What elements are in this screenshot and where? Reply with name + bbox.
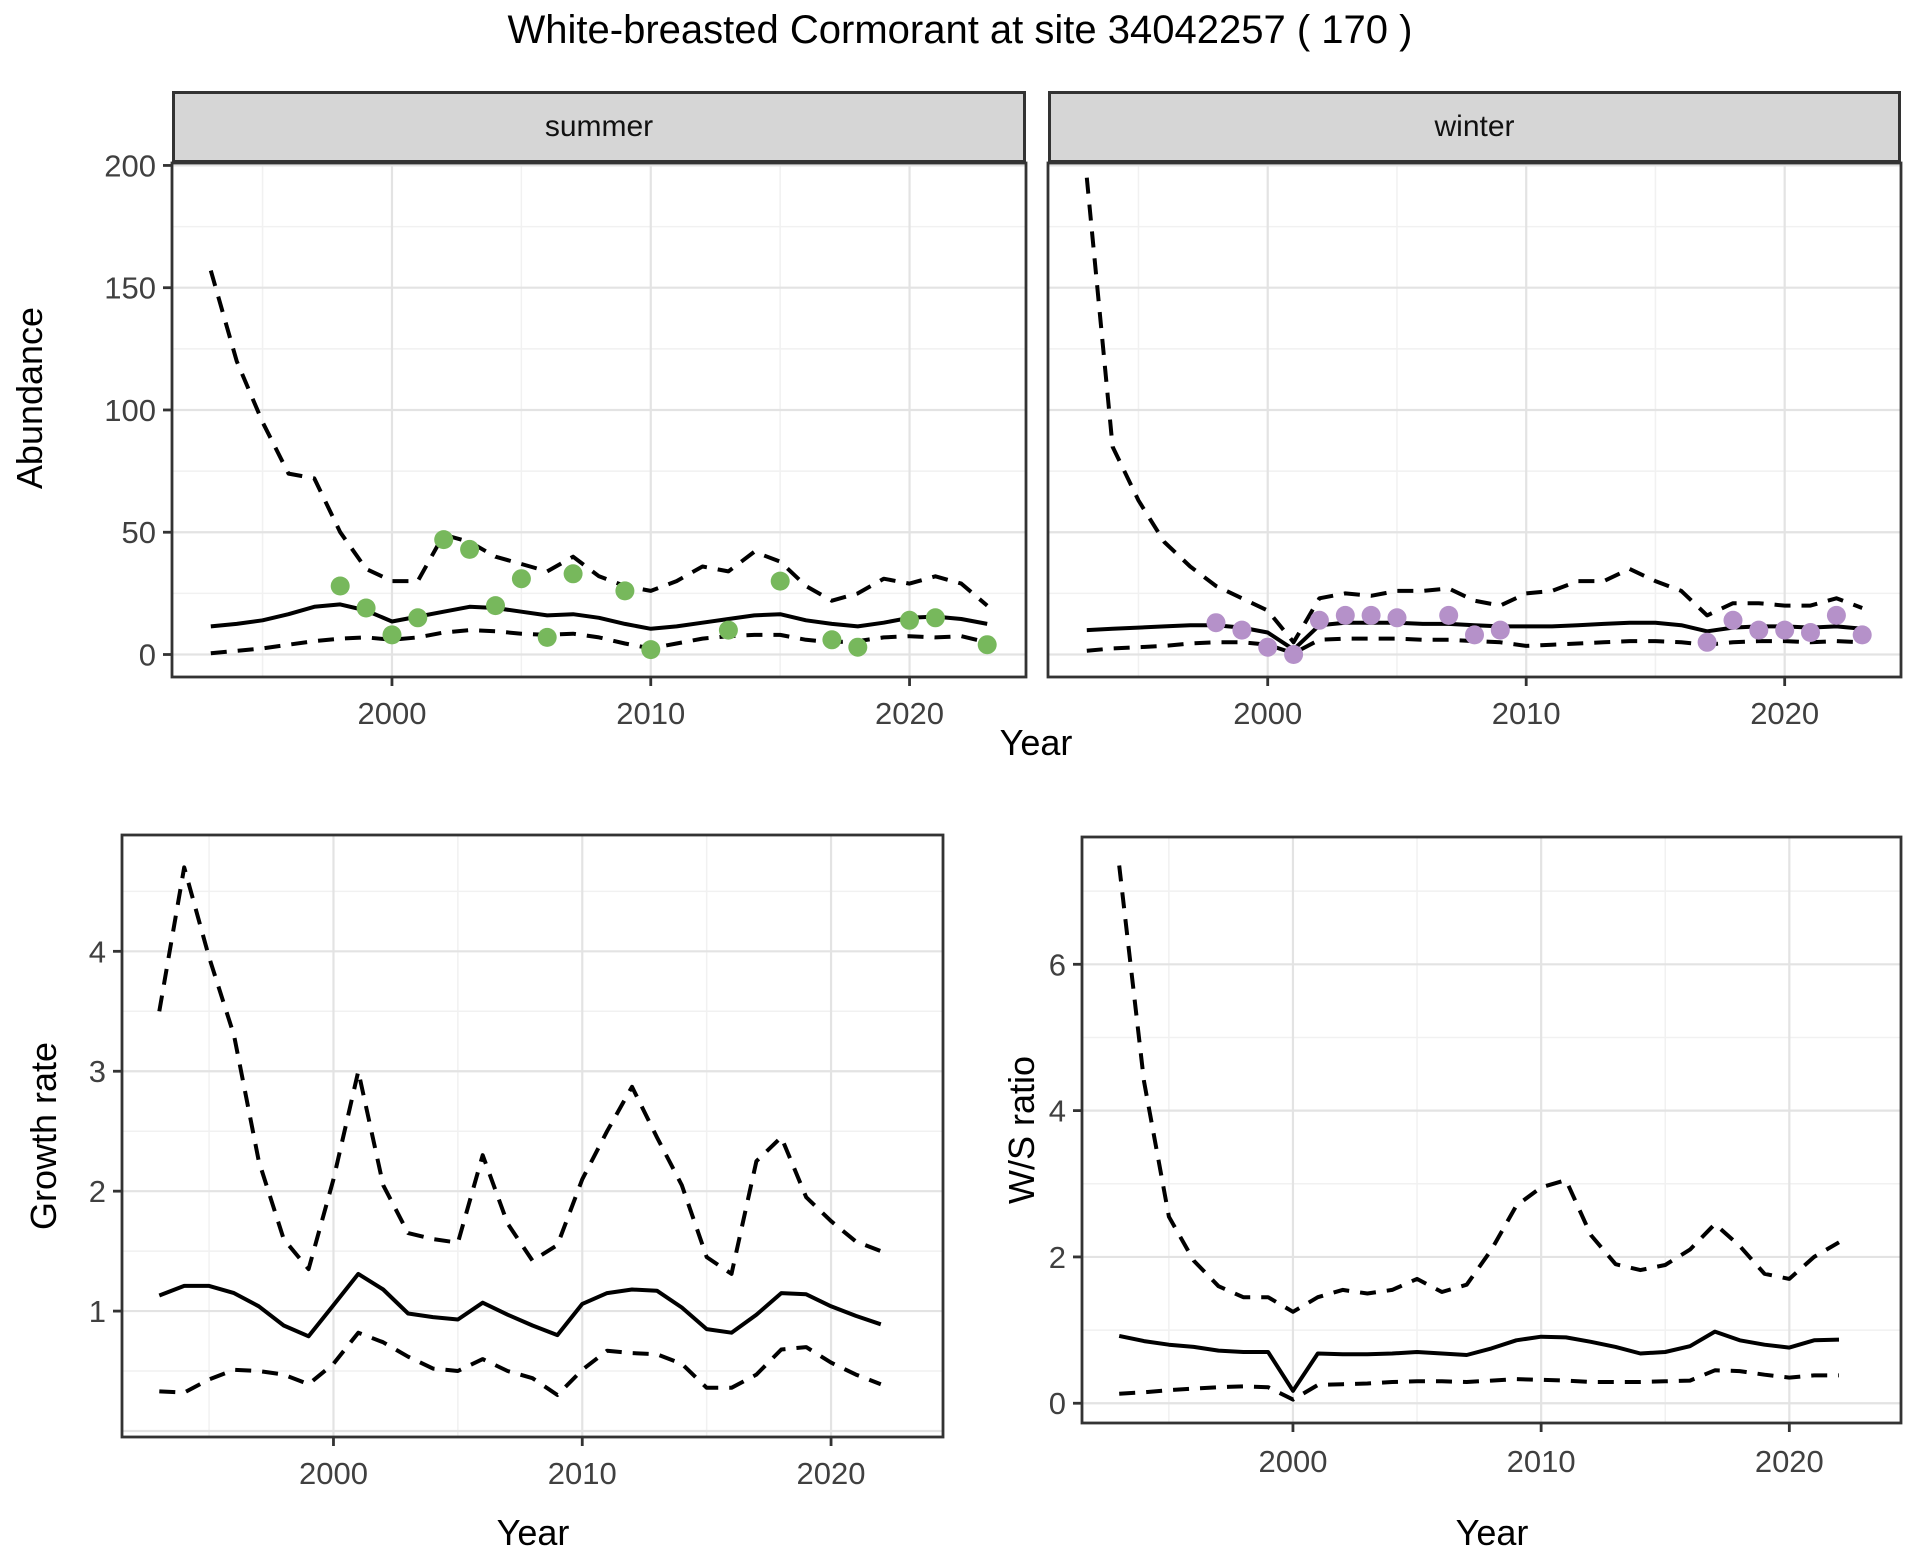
y-tick-label: 1 (89, 1294, 106, 1329)
y-axis-title-growth-rate: Growth rate (23, 1041, 64, 1231)
winter-observation-point (1361, 605, 1381, 625)
x-tick-label: 2020 (1750, 696, 1819, 731)
facet-strip-summer: summer (172, 91, 1026, 163)
winter-observation-point (1697, 632, 1717, 652)
x-tick-label: 2010 (548, 1456, 617, 1491)
winter-upper-ci-line (1084, 177, 1863, 645)
y-tick-label: 0 (1049, 1386, 1066, 1421)
winter-observation-point (1309, 610, 1329, 630)
summer-observation-point (563, 564, 583, 584)
summer-observation-point (434, 530, 454, 550)
winter-observation-point (1749, 620, 1769, 640)
y-tick-label: 4 (89, 934, 106, 969)
y-tick-label: 200 (104, 148, 156, 183)
y-tick-label: 6 (1049, 947, 1066, 982)
y-tick-label: 150 (104, 271, 156, 306)
y-tick-label: 3 (89, 1054, 106, 1089)
winter-observation-point (1335, 605, 1355, 625)
summer-panel-background (172, 163, 1026, 677)
x-axis-title-year-top: Year (999, 722, 1073, 763)
summer-observation-point (900, 610, 919, 630)
x-tick-label: 2020 (875, 696, 944, 731)
winter-observation-point (1775, 620, 1795, 640)
winter-observation-point (1723, 610, 1743, 630)
x-tick-label: 2010 (616, 696, 685, 731)
winter-observation-point (1232, 620, 1252, 640)
facet-strip-winter: winter (1048, 91, 1901, 163)
growth-panel-background (122, 835, 943, 1437)
winter-observation-point (1852, 625, 1872, 645)
winter-panel-background (1048, 163, 1901, 677)
ws-median-line (1118, 1329, 1840, 1393)
y-tick-label: 0 (139, 638, 156, 673)
winter-observation-point (1490, 620, 1510, 640)
summer-observation-point (537, 627, 557, 647)
winter-observation-point (1284, 645, 1304, 664)
x-tick-label: 2010 (1507, 1444, 1576, 1479)
winter-observation-point (1387, 608, 1407, 628)
summer-observation-point (615, 581, 635, 601)
summer-observation-point (641, 640, 661, 660)
x-tick-label: 2000 (299, 1456, 368, 1491)
plot-title: White-breasted Cormorant at site 3404225… (507, 8, 1413, 52)
x-tick-label: 2000 (1258, 1444, 1327, 1479)
facet-label-summer: summer (544, 110, 654, 143)
winter-observation-point (1826, 605, 1846, 625)
x-tick-label: 2000 (1233, 696, 1302, 731)
summer-observation-point (330, 576, 350, 596)
y-tick-label: 2 (1049, 1240, 1066, 1275)
winter-observation-point (1206, 613, 1226, 633)
summer-observation-point (848, 637, 868, 657)
ws-panel-border (1080, 835, 1903, 1425)
summer-observation-point (356, 598, 376, 618)
summer-median-line (210, 602, 988, 631)
growth-lower-ci-line (159, 1330, 882, 1397)
y-axis-title-abundance: Abundance (9, 306, 50, 490)
x-tick-label: 2010 (1492, 696, 1561, 731)
x-axis-title-year-growth: Year (496, 1512, 570, 1553)
summer-observation-point (977, 635, 997, 655)
y-tick-label: 50 (122, 515, 156, 550)
winter-observation-point (1801, 623, 1820, 642)
y-tick-label: 4 (1049, 1094, 1066, 1129)
summer-observation-point (770, 571, 790, 591)
summer-observation-point (511, 569, 531, 589)
ws-lower-ci-line (1119, 1368, 1839, 1402)
winter-observation-point (1258, 637, 1278, 657)
summer-observation-point (382, 625, 402, 645)
summer-observation-point (460, 539, 480, 559)
summer-observation-point (486, 596, 505, 616)
summer-upper-ci-line (208, 270, 989, 608)
summer-observation-point (718, 620, 738, 640)
summer-panel-border (170, 161, 1028, 679)
growth-upper-ci-line (157, 865, 882, 1276)
y-tick-label: 100 (104, 393, 156, 428)
winter-observation-point (1465, 625, 1484, 645)
summer-observation-point (408, 608, 428, 628)
summer-observation-point (822, 630, 842, 650)
x-tick-label: 2020 (797, 1456, 866, 1491)
ws-panel-background (1082, 837, 1901, 1423)
winter-observation-point (1439, 605, 1459, 625)
winter-panel-border (1046, 161, 1903, 679)
facet-label-winter: winter (1434, 110, 1515, 143)
x-axis-title-year-ws: Year (1455, 1512, 1529, 1553)
ws-upper-ci-line (1117, 865, 1841, 1314)
growth-panel-border (120, 833, 945, 1439)
y-tick-label: 2 (89, 1174, 106, 1209)
x-tick-label: 2020 (1755, 1444, 1824, 1479)
y-axis-title-ws-ratio: W/S ratio (1001, 1055, 1042, 1205)
x-tick-label: 2000 (357, 696, 426, 731)
summer-observation-point (925, 608, 945, 628)
growth-median-line (158, 1271, 882, 1339)
